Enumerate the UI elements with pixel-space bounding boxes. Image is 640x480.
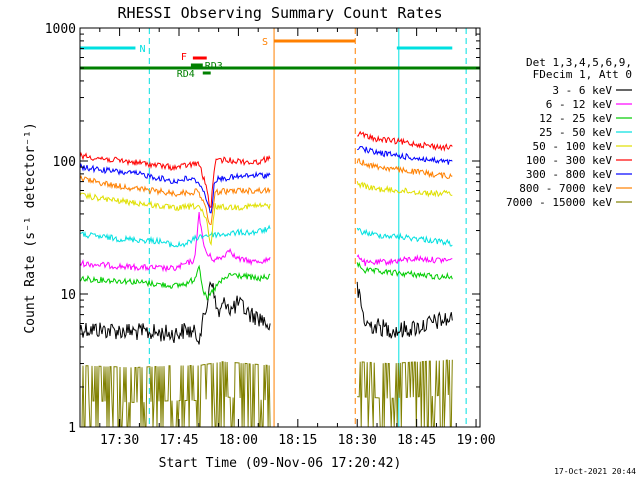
- y-tick-label: 1: [68, 421, 76, 436]
- series-8-segment-2: [356, 158, 453, 179]
- legend-header-line-2: FDecim 1, Att 0: [533, 68, 632, 81]
- series-3-segment-2: [356, 261, 453, 281]
- series-9-segment-2: [357, 359, 453, 428]
- series-7: [79, 145, 453, 214]
- series-2: [79, 212, 453, 273]
- legend-header-line-1: Det 1,3,4,5,6,9,: [526, 56, 632, 69]
- y-tick-label: 10: [60, 288, 76, 303]
- x-tick-label: 18:45: [397, 433, 436, 448]
- series-4-segment-2: [356, 227, 453, 247]
- series-1-segment-1: [79, 280, 271, 345]
- legend-item-label: 300 - 800 keV: [526, 168, 612, 181]
- state-bar-label-rd3: RD3: [205, 61, 223, 72]
- series-5: [79, 181, 453, 247]
- state-bar-label-rd4: RD4: [177, 69, 195, 80]
- y-tick-label: 1000: [45, 22, 76, 37]
- series-7-segment-2: [357, 145, 453, 165]
- x-tick-label: 19:00: [456, 433, 495, 448]
- series-6-segment-2: [357, 130, 453, 152]
- series-3-segment-1: [79, 264, 271, 301]
- x-axis: 17:30 17:45 18:00 18:15 18:30 18:45 19:00: [79, 28, 496, 448]
- chart-title: RHESSI Observing Summary Count Rates: [117, 4, 442, 22]
- series-4: [79, 224, 453, 248]
- legend-item-label: 6 - 12 keV: [546, 98, 613, 111]
- x-tick-label: 18:15: [278, 433, 317, 448]
- series-9: [80, 359, 453, 428]
- legend-item-label: 3 - 6 keV: [552, 84, 612, 97]
- series-4-segment-1: [79, 224, 271, 248]
- x-tick-label: 18:00: [219, 433, 258, 448]
- series-5-segment-1: [79, 192, 271, 247]
- legend-item-label: 25 - 50 keV: [539, 126, 612, 139]
- state-bar-label-n: N: [139, 44, 145, 55]
- series-6-segment-1: [79, 151, 271, 208]
- plot-frame: [79, 27, 481, 428]
- series-7-segment-1: [79, 162, 271, 214]
- series-8-segment-1: [79, 174, 271, 226]
- series-8: [79, 158, 453, 226]
- x-tick-label: 17:30: [100, 433, 139, 448]
- series-1: [79, 280, 453, 345]
- series-5-segment-2: [356, 181, 453, 198]
- series-3: [79, 261, 453, 301]
- state-bar-label-s: S: [262, 37, 268, 48]
- datestamp: 17-Oct-2021 20:44: [554, 467, 636, 476]
- legend-item-label: 7000 - 15000 keV: [506, 196, 612, 209]
- series-2-segment-2: [356, 254, 453, 267]
- legend-item-label: 50 - 100 keV: [533, 140, 613, 153]
- series-layer: [79, 130, 453, 428]
- legend-item-label: 800 - 7000 keV: [519, 182, 612, 195]
- legend-item-label: 12 - 25 keV: [539, 112, 612, 125]
- x-tick-label: 18:30: [338, 433, 377, 448]
- state-bar-layer: N F S RD3 RD4: [80, 37, 453, 80]
- series-9-segment-1: [80, 361, 271, 428]
- y-axis-label: Count Rate (s⁻¹ detector⁻¹): [23, 122, 38, 333]
- y-tick-label: 100: [53, 155, 76, 170]
- y-axis: 1 10 100 1000: [45, 22, 480, 436]
- x-axis-label: Start Time (09-Nov-06 17:20:42): [159, 456, 402, 471]
- series-2-segment-1: [79, 212, 271, 273]
- series-6: [79, 130, 453, 208]
- state-bar-label-f: F: [181, 52, 187, 63]
- x-tick-label: 17:45: [159, 433, 198, 448]
- legend: Det 1,3,4,5,6,9, FDecim 1, Att 0 3 - 6 k…: [506, 56, 632, 209]
- series-1-segment-2: [356, 281, 453, 339]
- legend-item-label: 100 - 300 keV: [526, 154, 612, 167]
